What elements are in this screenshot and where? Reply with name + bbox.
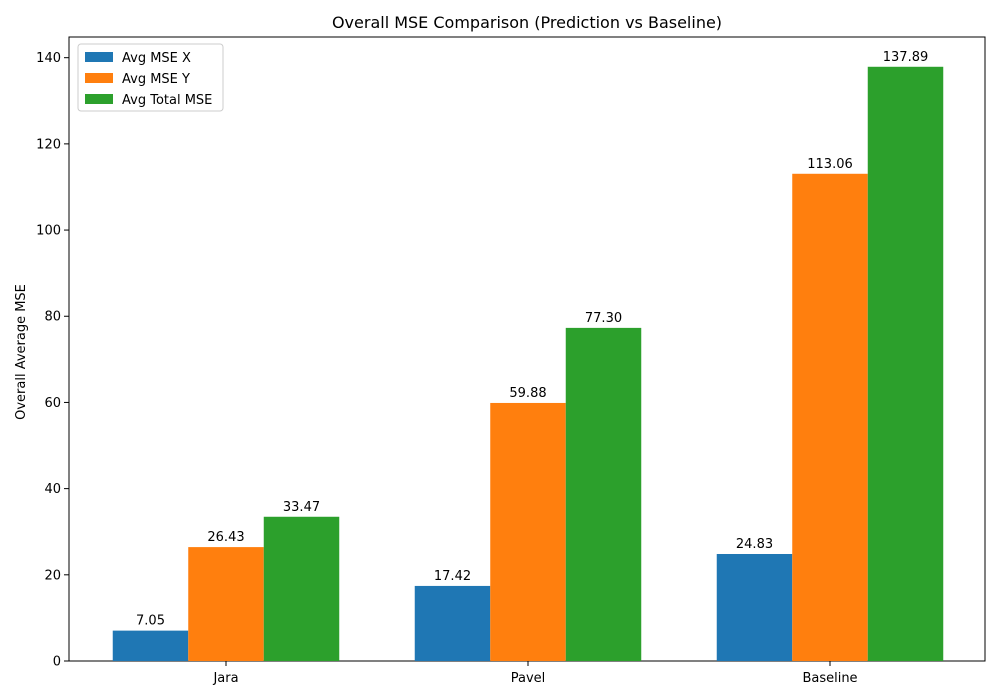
legend-label: Avg Total MSE (122, 93, 212, 108)
legend-swatch (85, 73, 113, 83)
y-tick-label: 0 (53, 655, 61, 670)
legend-label: Avg MSE X (122, 51, 191, 66)
chart-title: Overall MSE Comparison (Prediction vs Ba… (332, 13, 722, 32)
bar-value-label: 26.43 (207, 530, 244, 545)
data-labels-group: 7.05 26.43 33.47 17.42 59.88 77.30 24.83 113.06… (136, 50, 928, 629)
x-axis: Jara Pavel Baseline (212, 661, 858, 686)
bar-value-label: 24.83 (736, 537, 773, 552)
y-tick-label: 100 (36, 224, 61, 239)
legend-label: Avg MSE Y (122, 72, 190, 87)
y-tick-label: 60 (44, 396, 61, 411)
bar (716, 553, 793, 661)
bar (414, 585, 491, 661)
bar-value-label: 7.05 (136, 614, 165, 629)
bar-value-label: 17.42 (434, 569, 471, 584)
bar (188, 547, 264, 661)
y-tick-label: 20 (44, 568, 61, 583)
x-tick-label: Jara (212, 671, 238, 686)
x-tick-label: Baseline (802, 671, 857, 686)
y-axis-label: Overall Average MSE (14, 284, 29, 420)
legend-box (77, 43, 224, 112)
bar (792, 173, 868, 662)
y-tick-label: 80 (44, 310, 61, 325)
bar (565, 327, 642, 661)
y-tick-label: 120 (36, 137, 61, 152)
legend-swatch (85, 52, 113, 62)
y-tick-label: 140 (36, 51, 61, 66)
bar (263, 516, 340, 661)
bar (490, 402, 566, 661)
bar (112, 630, 189, 661)
bars-group (112, 66, 944, 662)
bar-value-label: 77.30 (585, 311, 622, 326)
bar-value-label: 59.88 (509, 386, 546, 401)
y-axis: 0 20 40 60 80 100 120 140 (36, 51, 69, 670)
bar-value-label: 137.89 (883, 50, 929, 65)
bar-value-label: 113.06 (807, 157, 853, 172)
legend: Avg MSE X Avg MSE Y Avg Total MSE (77, 43, 224, 112)
bar-value-label: 33.47 (283, 500, 320, 515)
x-tick-label: Pavel (511, 671, 546, 686)
bar (867, 66, 944, 662)
legend-swatch (85, 94, 113, 104)
y-tick-label: 40 (44, 482, 61, 497)
